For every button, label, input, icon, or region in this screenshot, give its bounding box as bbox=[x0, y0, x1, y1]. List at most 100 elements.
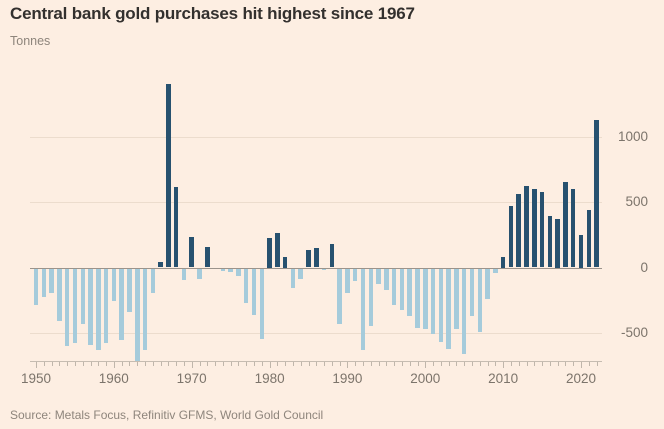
x-tick-2001 bbox=[433, 362, 434, 366]
x-tick-2022 bbox=[596, 362, 598, 366]
bar-1981 bbox=[275, 232, 280, 268]
x-tick-2010 bbox=[503, 362, 505, 368]
bar-1963 bbox=[135, 268, 140, 361]
bar-1980 bbox=[267, 238, 272, 268]
x-tick-1953 bbox=[59, 362, 61, 366]
x-tick-1976 bbox=[238, 362, 240, 366]
x-tick-1988 bbox=[331, 362, 333, 366]
x-tick-1979 bbox=[261, 362, 263, 366]
x-tick-2013 bbox=[526, 362, 528, 366]
bar-1992 bbox=[360, 268, 366, 350]
x-tick-1973 bbox=[215, 362, 217, 366]
bar-2002 bbox=[438, 268, 444, 342]
bar-2000 bbox=[423, 268, 428, 330]
x-axis-label-1980: 1980 bbox=[254, 371, 285, 386]
x-tick-1955 bbox=[74, 362, 76, 366]
x-axis-label-2020: 2020 bbox=[565, 371, 597, 386]
gridline-500 bbox=[30, 202, 602, 203]
bar-1982 bbox=[282, 257, 288, 268]
bar-2017 bbox=[555, 219, 560, 268]
x-tick-2018 bbox=[565, 362, 567, 366]
bar-2006 bbox=[469, 268, 475, 317]
x-tick-2015 bbox=[542, 362, 543, 366]
bar-1998 bbox=[407, 268, 412, 317]
bar-1984 bbox=[298, 268, 303, 279]
x-tick-1972 bbox=[207, 362, 209, 366]
x-tick-1986 bbox=[316, 362, 318, 366]
x-tick-1983 bbox=[292, 362, 294, 366]
x-axis-label-1970: 1970 bbox=[176, 371, 207, 386]
bar-1968 bbox=[173, 186, 179, 268]
bar-1983 bbox=[290, 268, 296, 289]
x-tick-1993 bbox=[370, 362, 372, 366]
x-tick-1997 bbox=[401, 362, 403, 366]
y-axis-label-0: 0 bbox=[640, 259, 648, 275]
bar-1996 bbox=[391, 268, 397, 306]
x-tick-1961 bbox=[121, 362, 123, 366]
bar-1986 bbox=[314, 247, 319, 268]
bar-1975 bbox=[228, 268, 233, 273]
bar-1969 bbox=[181, 268, 187, 280]
x-tick-1971 bbox=[199, 362, 201, 366]
x-tick-2014 bbox=[534, 362, 536, 366]
bar-1979 bbox=[259, 268, 264, 340]
x-tick-1965 bbox=[152, 362, 154, 366]
x-tick-2017 bbox=[557, 362, 559, 366]
x-tick-1970 bbox=[191, 362, 193, 368]
bar-1959 bbox=[103, 268, 109, 344]
y-axis-label-500: 500 bbox=[625, 194, 648, 209]
x-tick-1962 bbox=[129, 362, 131, 366]
bar-2001 bbox=[430, 268, 436, 334]
x-tick-1981 bbox=[277, 362, 279, 366]
x-tick-1991 bbox=[355, 362, 357, 366]
bar-1952 bbox=[49, 268, 54, 294]
bar-1962 bbox=[127, 268, 132, 312]
x-tick-1985 bbox=[308, 362, 310, 366]
bar-1965 bbox=[150, 268, 155, 293]
bar-1994 bbox=[376, 268, 381, 285]
bar-1995 bbox=[384, 268, 389, 290]
x-tick-1964 bbox=[145, 362, 146, 366]
bar-2005 bbox=[461, 268, 467, 354]
bar-2007 bbox=[477, 268, 482, 332]
bar-1953 bbox=[57, 268, 62, 321]
x-tick-1984 bbox=[300, 362, 302, 366]
bar-1997 bbox=[399, 268, 405, 311]
bar-1957 bbox=[88, 268, 93, 346]
bar-2022 bbox=[594, 120, 599, 268]
x-axis-label-1960: 1960 bbox=[98, 371, 129, 386]
x-axis-label-2010: 2010 bbox=[488, 371, 519, 386]
x-tick-1959 bbox=[106, 362, 108, 366]
bar-2020 bbox=[578, 234, 584, 268]
bar-2010 bbox=[500, 257, 506, 268]
x-tick-1967 bbox=[168, 362, 170, 366]
bar-1961 bbox=[119, 268, 124, 340]
x-tick-2021 bbox=[588, 362, 590, 366]
x-axis-line bbox=[30, 361, 602, 362]
x-tick-1968 bbox=[176, 362, 178, 366]
bar-1956 bbox=[80, 268, 85, 325]
bar-1955 bbox=[72, 268, 78, 344]
bar-2014 bbox=[532, 188, 537, 268]
x-tick-1998 bbox=[409, 362, 411, 366]
bar-2012 bbox=[516, 194, 521, 268]
x-tick-1989 bbox=[339, 362, 341, 366]
bar-1985 bbox=[306, 249, 311, 268]
x-tick-2016 bbox=[549, 362, 551, 366]
bar-1970 bbox=[189, 236, 194, 268]
x-tick-1996 bbox=[394, 362, 396, 366]
x-tick-1990 bbox=[347, 362, 349, 368]
x-axis-label-1950: 1950 bbox=[20, 371, 52, 386]
x-tick-2012 bbox=[518, 362, 520, 366]
bar-2016 bbox=[547, 216, 553, 268]
x-tick-2002 bbox=[440, 362, 442, 366]
bar-1960 bbox=[111, 268, 117, 302]
x-tick-2009 bbox=[495, 362, 497, 366]
gridline--500 bbox=[30, 333, 602, 334]
x-tick-1954 bbox=[67, 362, 69, 366]
bar-1974 bbox=[220, 268, 226, 271]
bar-2008 bbox=[485, 268, 490, 299]
x-tick-1969 bbox=[183, 362, 185, 366]
x-tick-2005 bbox=[464, 362, 466, 366]
